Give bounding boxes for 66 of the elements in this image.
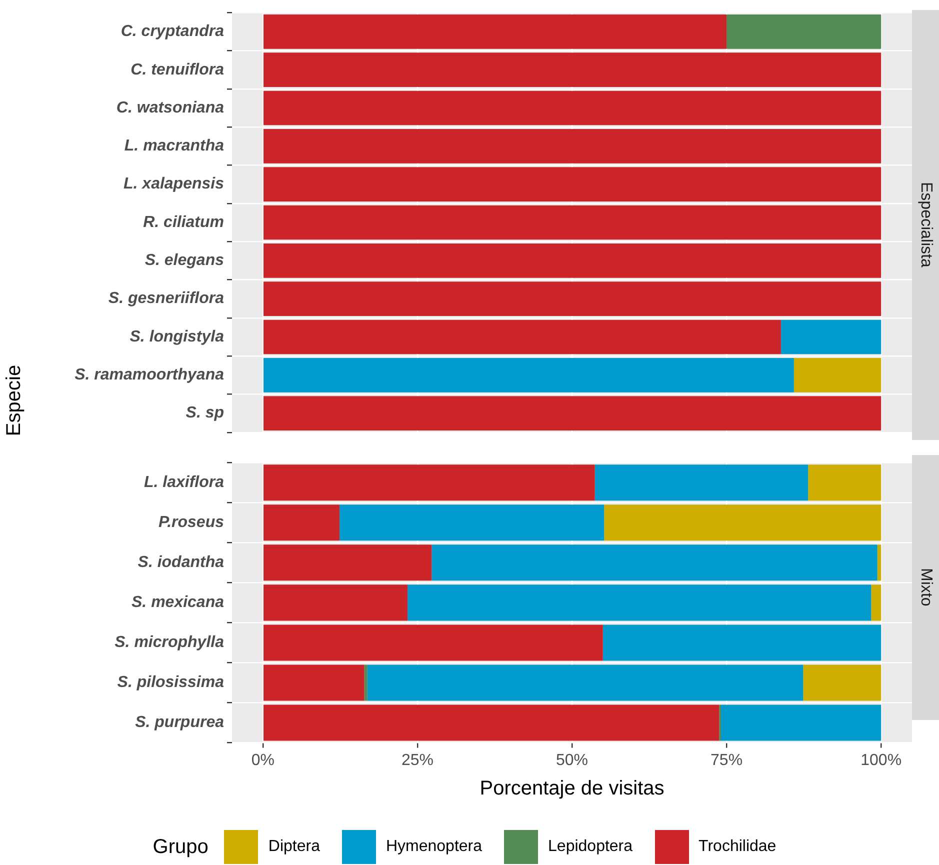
y-tick-label: S. purpurea bbox=[135, 714, 224, 732]
x-tick-label: 25% bbox=[401, 752, 434, 769]
bar bbox=[264, 205, 882, 240]
bar bbox=[432, 544, 878, 581]
bar bbox=[264, 624, 603, 661]
bar bbox=[594, 464, 808, 501]
bar bbox=[264, 282, 882, 316]
bar bbox=[794, 358, 882, 392]
x-tick-label: 100% bbox=[860, 752, 902, 769]
bar bbox=[340, 504, 604, 541]
y-tick-label: S. iodantha bbox=[138, 554, 224, 572]
bar bbox=[264, 14, 727, 49]
bar bbox=[264, 167, 882, 202]
x-tick-label: 75% bbox=[710, 752, 743, 769]
y-tick-label: S. longistyla bbox=[130, 328, 224, 346]
y-tick-label: C. cryptandra bbox=[120, 23, 224, 40]
bar bbox=[264, 396, 882, 430]
y-tick-label: S. sp bbox=[186, 404, 224, 422]
legend-label: Lepidoptera bbox=[548, 838, 633, 856]
bar bbox=[264, 544, 432, 581]
y-tick-label: S. mexicana bbox=[132, 594, 224, 612]
bar bbox=[264, 584, 408, 621]
y-tick-label: C. watsoniana bbox=[116, 99, 224, 116]
y-tick-label: R. ciliatum bbox=[143, 214, 224, 231]
y-tick-label: L. xalapensis bbox=[124, 176, 224, 193]
bar bbox=[803, 664, 882, 701]
y-tick-label: L. laxiflora bbox=[144, 474, 224, 492]
y-tick-label: C. tenuiflora bbox=[130, 61, 224, 78]
text: Mixto bbox=[912, 455, 939, 720]
bar bbox=[264, 90, 882, 126]
y-tick-label: S. pilosissima bbox=[117, 674, 224, 692]
bar bbox=[264, 129, 882, 164]
bar bbox=[877, 544, 882, 581]
text: Especialista bbox=[912, 10, 939, 440]
y-tick-label: S. microphylla bbox=[114, 634, 224, 652]
bar bbox=[602, 624, 882, 661]
bar bbox=[726, 14, 882, 49]
legend-label: Diptera bbox=[268, 838, 320, 856]
bar bbox=[780, 320, 882, 354]
bar bbox=[364, 664, 368, 701]
legend-label: Hymenoptera bbox=[386, 838, 482, 856]
y-tick-label: P.roseus bbox=[158, 514, 224, 532]
y-tick-label: S. gesneriiflora bbox=[108, 290, 224, 308]
bar bbox=[604, 504, 882, 541]
bar bbox=[264, 704, 720, 741]
x-tick-label: 50% bbox=[556, 752, 588, 769]
legend-label: Trochilidae bbox=[698, 838, 776, 856]
bar bbox=[264, 664, 364, 701]
bar bbox=[264, 52, 882, 88]
bar bbox=[264, 464, 595, 501]
bar bbox=[264, 504, 340, 541]
x-tick-label: 0% bbox=[251, 752, 274, 769]
y-tick-label: L. macrantha bbox=[124, 138, 224, 155]
legend-title: Grupo bbox=[152, 836, 208, 858]
y-tick-label: S. ramamoorthyana bbox=[74, 366, 224, 384]
x-axis-title: Porcentaje de visitas bbox=[480, 778, 664, 800]
bar bbox=[367, 664, 804, 701]
bar bbox=[408, 584, 872, 621]
bar bbox=[720, 704, 882, 741]
bar bbox=[871, 584, 882, 621]
y-axis-title: Especie bbox=[4, 364, 26, 436]
bar bbox=[264, 358, 794, 392]
bar bbox=[264, 243, 882, 278]
y-tick-label: S. elegans bbox=[144, 252, 224, 270]
bar bbox=[808, 464, 882, 501]
bar bbox=[264, 320, 781, 354]
